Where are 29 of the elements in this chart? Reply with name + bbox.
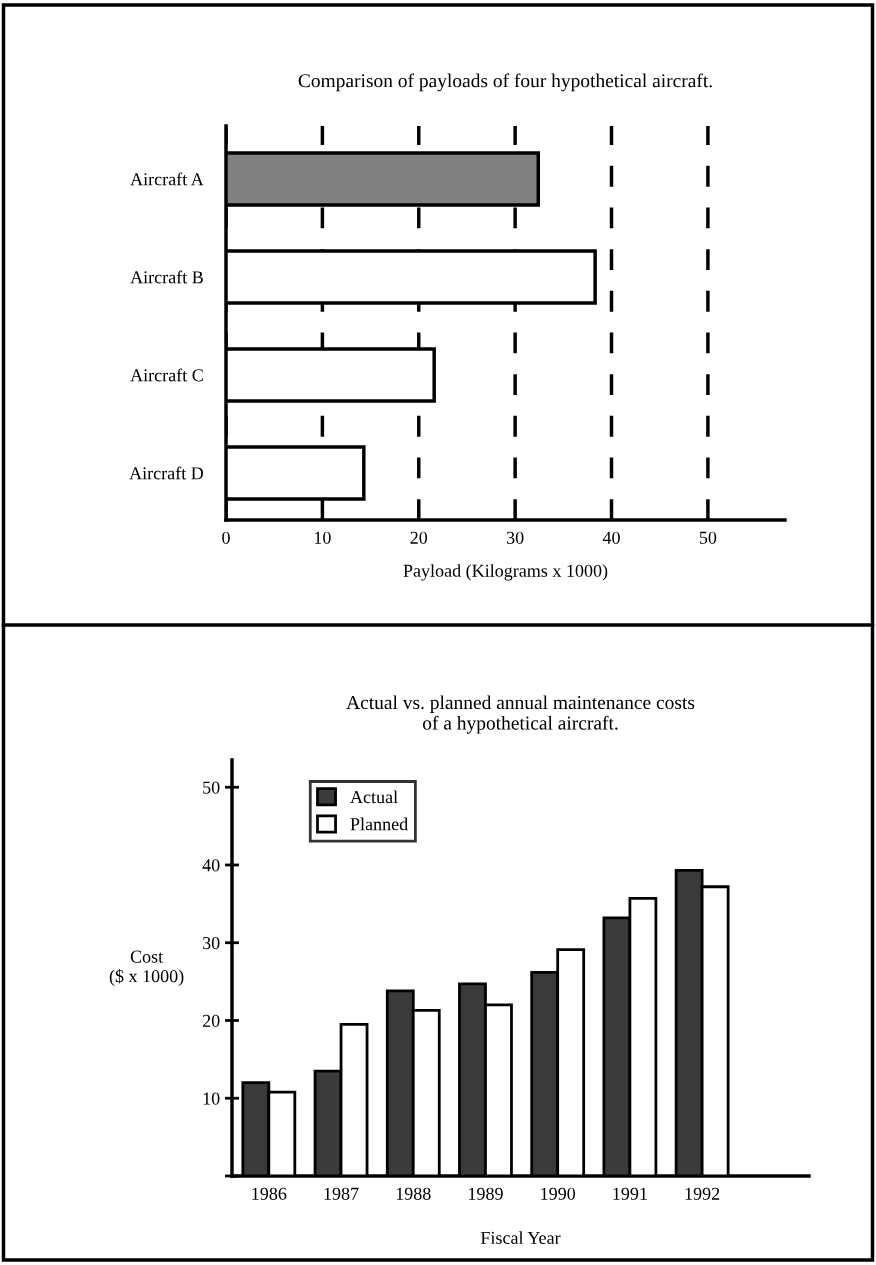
y-tick-label: 20 — [202, 1014, 220, 1027]
x-axis-title: Payload (Kilograms x 1000) — [403, 564, 608, 581]
x-tick-label: 10 — [314, 531, 331, 544]
x-tick-label: 40 — [602, 531, 620, 544]
x-tick-label: 20 — [410, 531, 428, 544]
y-tick-label: 10 — [203, 1092, 220, 1105]
x-tick-label: 1992 — [685, 1187, 720, 1200]
y-tick-label: 30 — [203, 936, 220, 950]
legend-label: Actual — [350, 790, 398, 804]
y-tick-label: Aircraft B — [130, 270, 203, 284]
x-axis-title: Fiscal Year — [480, 1231, 561, 1244]
x-tick-label: 1986 — [252, 1187, 287, 1200]
y-tick-label: 50 — [203, 781, 220, 794]
x-tick-label: 1991 — [613, 1187, 647, 1200]
x-tick-label: 30 — [506, 531, 524, 544]
y-tick-label: Aircraft A — [130, 172, 204, 186]
y-tick-label: 40 — [202, 859, 220, 872]
x-tick-label: 1988 — [396, 1187, 431, 1200]
x-tick-label: 1990 — [541, 1187, 576, 1200]
x-tick-label: 50 — [699, 531, 717, 544]
legend-label: Planned — [350, 817, 408, 831]
chart-title: Comparison of payloads of four hypothetical aircraft. — [298, 73, 712, 92]
x-tick-label: 1989 — [469, 1187, 503, 1200]
y-tick-label: Aircraft D — [129, 466, 204, 480]
y-tick-label: Aircraft C — [130, 368, 203, 382]
chart-title: Actual vs. planned annual maintenance costs of a hypothetical aircraft. — [346, 695, 695, 734]
x-tick-label: 0 — [222, 531, 230, 544]
y-axis-title: Cost ($ x 1000) — [109, 950, 184, 986]
x-tick-label: 1987 — [324, 1187, 359, 1200]
